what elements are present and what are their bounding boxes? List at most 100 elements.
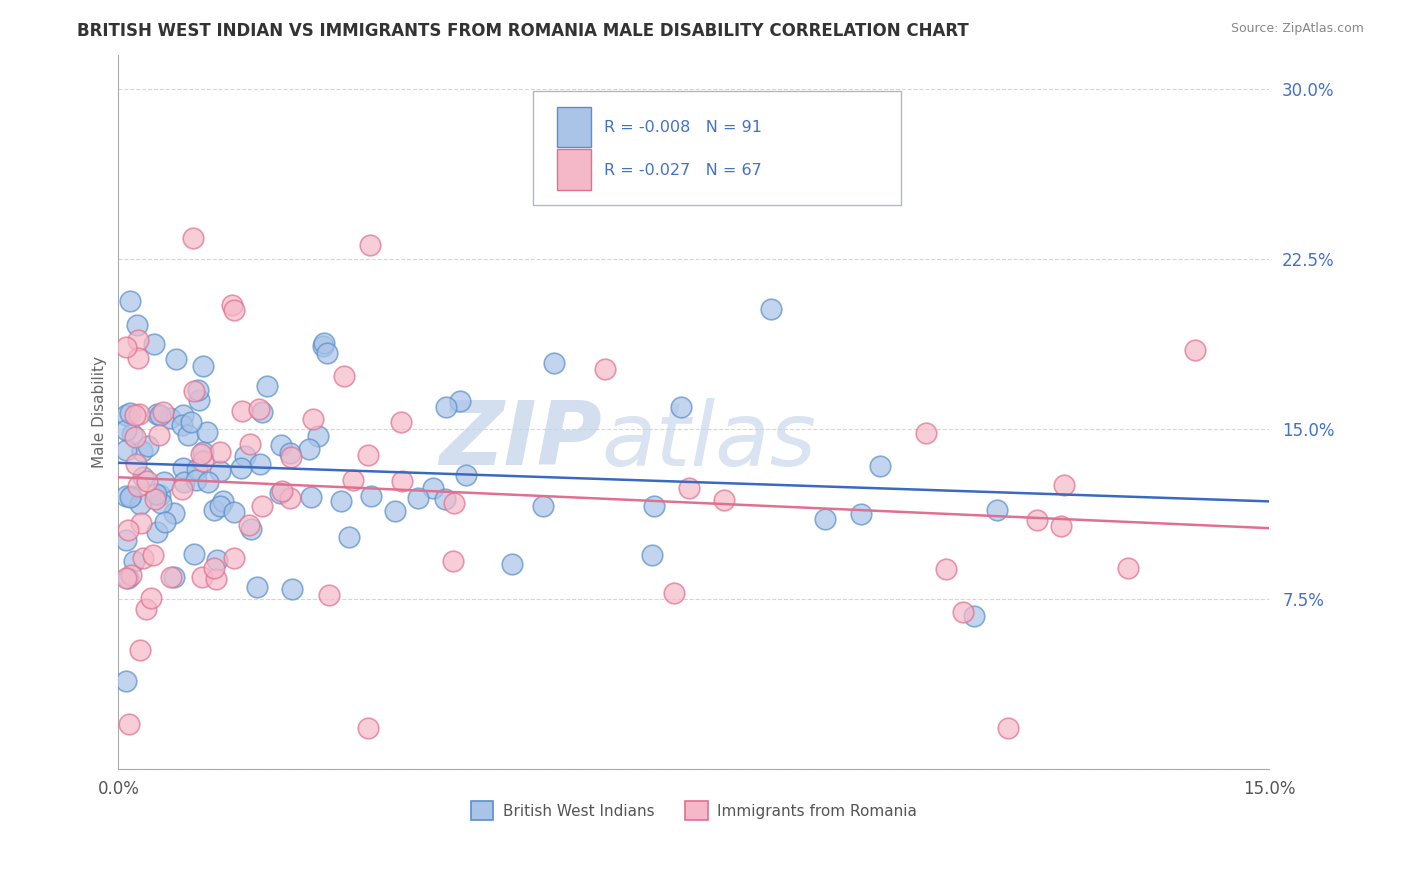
Point	[531, 499, 554, 513]
Point	[209, 500, 232, 514]
Point	[131, 444, 153, 458]
Point	[115, 340, 138, 354]
Point	[129, 497, 152, 511]
Point	[1184, 343, 1206, 357]
Point	[177, 428, 200, 442]
Text: Source: ZipAtlas.com: Source: ZipAtlas.com	[1230, 22, 1364, 36]
Point	[713, 493, 735, 508]
Point	[197, 475, 219, 490]
Point	[159, 410, 181, 425]
Point	[187, 384, 209, 398]
Point	[149, 488, 172, 502]
Point	[360, 490, 382, 504]
Point	[246, 580, 269, 594]
Point	[1053, 478, 1076, 492]
Point	[281, 582, 304, 597]
Text: ZIP: ZIP	[439, 397, 602, 484]
Point	[129, 516, 152, 530]
Point	[662, 585, 685, 599]
Point	[233, 449, 256, 463]
Point	[224, 551, 246, 566]
Point	[183, 231, 205, 245]
Point	[434, 400, 457, 414]
Point	[195, 425, 218, 439]
Point	[914, 425, 936, 440]
Point	[247, 402, 270, 417]
Point	[202, 561, 225, 575]
Point	[271, 484, 294, 499]
Point	[669, 400, 692, 414]
Point	[278, 491, 301, 506]
Point	[170, 417, 193, 432]
Point	[312, 336, 335, 351]
Y-axis label: Male Disability: Male Disability	[93, 356, 107, 468]
Point	[312, 339, 335, 353]
Point	[127, 479, 149, 493]
Point	[118, 293, 141, 308]
Point	[143, 491, 166, 506]
Point	[224, 302, 246, 317]
Point	[136, 439, 159, 453]
Point	[120, 489, 142, 503]
Point	[121, 427, 143, 442]
Point	[173, 408, 195, 422]
Point	[120, 406, 142, 420]
FancyBboxPatch shape	[533, 91, 901, 205]
Point	[357, 448, 380, 462]
Point	[851, 507, 873, 521]
Point	[143, 336, 166, 351]
Point	[332, 368, 354, 383]
Point	[643, 499, 665, 513]
Point	[280, 450, 302, 465]
Point	[454, 468, 477, 483]
Point	[148, 427, 170, 442]
Point	[115, 571, 138, 585]
Point	[128, 407, 150, 421]
Point	[118, 716, 141, 731]
Point	[209, 464, 232, 478]
Point	[136, 475, 159, 489]
Point	[301, 412, 323, 426]
Point	[250, 405, 273, 419]
Point	[127, 351, 149, 365]
Point	[120, 567, 142, 582]
Point	[997, 722, 1019, 736]
Point	[593, 362, 616, 376]
Point	[441, 554, 464, 568]
Point	[191, 570, 214, 584]
Point	[186, 462, 208, 476]
Point	[278, 446, 301, 460]
Point	[269, 485, 291, 500]
Point	[115, 489, 138, 503]
Point	[117, 523, 139, 537]
Point	[299, 490, 322, 504]
Point	[170, 482, 193, 496]
Text: atlas: atlas	[602, 398, 817, 483]
Point	[115, 409, 138, 423]
Point	[187, 392, 209, 407]
Point	[952, 605, 974, 619]
Point	[249, 458, 271, 472]
Point	[165, 351, 187, 366]
Point	[869, 458, 891, 473]
Point	[190, 447, 212, 461]
Point	[640, 548, 662, 562]
Legend: British West Indians, Immigrants from Romania: British West Indians, Immigrants from Ro…	[464, 795, 922, 826]
Point	[142, 549, 165, 563]
Point	[118, 490, 141, 504]
Point	[127, 333, 149, 347]
Point	[146, 525, 169, 540]
Point	[146, 407, 169, 421]
Point	[359, 237, 381, 252]
Point	[224, 505, 246, 519]
Point	[384, 503, 406, 517]
Point	[205, 572, 228, 586]
Point	[231, 404, 253, 418]
Point	[152, 405, 174, 419]
Point	[221, 298, 243, 312]
Point	[935, 561, 957, 575]
Point	[173, 475, 195, 489]
Point	[163, 570, 186, 584]
Point	[270, 438, 292, 452]
Point	[115, 674, 138, 689]
